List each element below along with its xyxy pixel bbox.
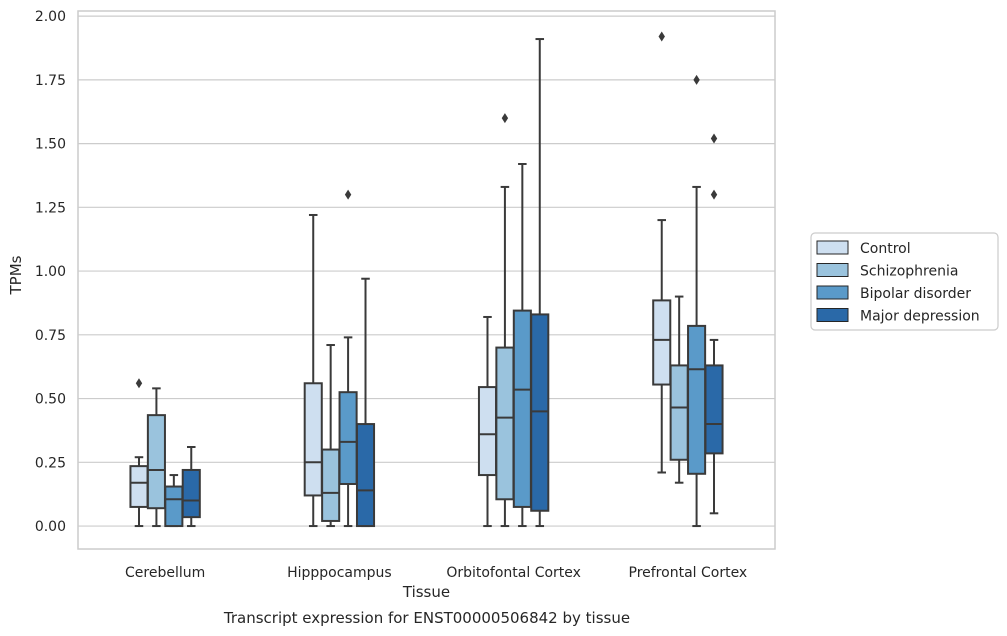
gridlines (78, 15, 775, 527)
legend-swatch (816, 263, 849, 277)
y-tick-label: 0.50 (35, 392, 66, 408)
boxes (129, 31, 724, 528)
box-3-2 (687, 74, 707, 528)
iqr-box (495, 346, 515, 501)
legend-swatch (816, 240, 849, 255)
box-2-3 (530, 38, 550, 528)
y-tick-label: 0.75 (35, 328, 66, 344)
box-3-1 (669, 295, 689, 484)
iqr-box (303, 382, 323, 497)
outlier-point (501, 113, 509, 124)
legend-label: Schizophrenia (860, 264, 958, 280)
y-tick-label: 0.00 (35, 519, 66, 535)
legend-label: Major depression (860, 309, 980, 325)
box-1-2 (338, 189, 358, 528)
y-tick-label: 1.50 (35, 137, 66, 153)
iqr-box (129, 465, 149, 508)
box-1-3 (355, 277, 376, 528)
legend-label: Bipolar disorder (860, 286, 971, 302)
y-axis-label: TPMs (7, 255, 25, 295)
iqr-box (321, 448, 341, 522)
legend-swatch (816, 285, 849, 300)
plot-frame (77, 10, 776, 550)
x-tick-labels: Cerebellum Hipppocampus Orbitofontal Corte… (125, 565, 747, 581)
x-tick-label: Orbitofontal Cortex (446, 565, 581, 581)
iqr-box (512, 309, 532, 508)
box-0-3 (181, 446, 201, 528)
x-axis-label: Tissue (402, 583, 450, 601)
outlier-point (135, 378, 143, 389)
iqr-box (181, 468, 201, 519)
y-tick-label: 1.25 (35, 200, 66, 216)
y-tick-labels: 0.00 0.25 0.50 0.75 1.00 1.25 1.50 1.75 2.00 (35, 9, 66, 535)
iqr-box (355, 423, 376, 528)
outlier-point (693, 74, 700, 85)
x-tick-label: Prefrontal Cortex (629, 565, 748, 581)
y-tick-label: 1.00 (35, 264, 66, 280)
box-1-1 (321, 344, 341, 528)
legend: Control Schizophrenia Bipolar disorder Majo… (810, 232, 999, 331)
iqr-box (338, 391, 358, 485)
box-3-3 (704, 133, 724, 515)
box-0-1 (146, 387, 166, 528)
box-2-2 (512, 162, 532, 528)
iqr-box (477, 386, 498, 477)
iqr-box (687, 324, 707, 475)
legend-frame (810, 232, 999, 331)
y-tick-label: 0.25 (35, 455, 66, 471)
outlier-point (710, 189, 718, 200)
box-0-0 (129, 378, 149, 528)
iqr-box (704, 364, 724, 455)
box-0-2 (164, 474, 184, 528)
iqr-box (669, 364, 689, 461)
iqr-box (652, 299, 672, 386)
legend-label: Control (860, 241, 911, 257)
figure-caption: Transcript expression for ENST0000050684… (223, 609, 630, 627)
legend-swatch (816, 308, 849, 322)
iqr-box (146, 414, 166, 510)
box-1-0 (303, 213, 323, 528)
box-2-0 (477, 315, 498, 528)
y-tick-label: 1.75 (35, 73, 66, 89)
outlier-point (344, 189, 352, 200)
outlier-point (710, 133, 718, 144)
x-tick-label: Cerebellum (125, 565, 205, 581)
iqr-box (530, 313, 550, 512)
x-tick-label: Hipppocampus (287, 565, 392, 581)
box-2-1 (495, 113, 515, 528)
box-3-0 (652, 31, 672, 474)
y-tick-label: 2.00 (35, 9, 66, 25)
outlier-point (658, 31, 665, 42)
iqr-box (164, 485, 184, 528)
